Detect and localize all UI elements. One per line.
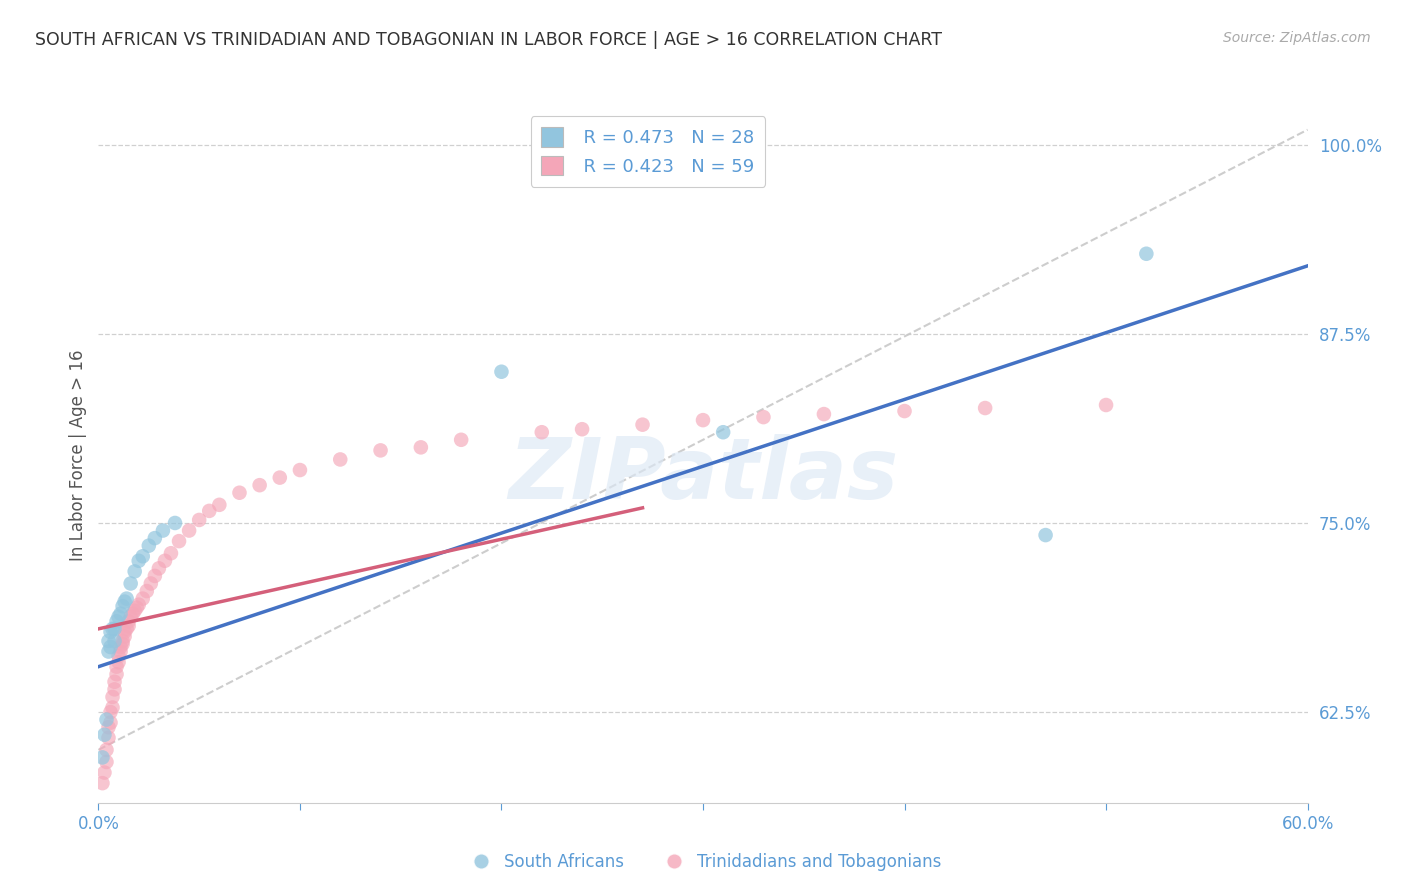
Point	[128, 554, 150, 568]
Point	[91, 776, 114, 790]
Point	[228, 485, 250, 500]
Point	[110, 644, 132, 658]
Point	[530, 425, 553, 440]
Point	[139, 576, 162, 591]
Point	[208, 498, 231, 512]
Y-axis label: In Labor Force | Age > 16: In Labor Force | Age > 16	[69, 349, 87, 561]
Point	[115, 622, 138, 636]
Point	[974, 401, 997, 415]
Point	[148, 561, 170, 575]
Point	[103, 634, 125, 648]
Point	[143, 531, 166, 545]
Point	[97, 731, 120, 745]
Point	[111, 634, 134, 648]
Point	[125, 600, 148, 615]
Point	[115, 591, 138, 606]
Point	[143, 569, 166, 583]
Text: ZIPatlas: ZIPatlas	[508, 434, 898, 517]
Point	[110, 607, 132, 621]
Point	[329, 452, 352, 467]
Point	[138, 539, 160, 553]
Point	[692, 413, 714, 427]
Point	[120, 609, 142, 624]
Point	[631, 417, 654, 432]
Point	[97, 720, 120, 734]
Point	[114, 624, 136, 639]
Point	[752, 410, 775, 425]
Point	[107, 655, 129, 669]
Point	[571, 422, 593, 436]
Point	[111, 599, 134, 614]
Point	[111, 637, 134, 651]
Point	[1035, 528, 1057, 542]
Point	[135, 584, 157, 599]
Legend: South Africans, Trinidadians and Tobagonians: South Africans, Trinidadians and Tobagon…	[457, 847, 949, 878]
Point	[167, 534, 190, 549]
Point	[179, 524, 201, 538]
Point	[103, 682, 125, 697]
Point	[96, 743, 118, 757]
Point	[107, 609, 129, 624]
Point	[121, 607, 143, 621]
Point	[101, 700, 124, 714]
Point	[118, 615, 141, 629]
Point	[269, 470, 291, 484]
Point	[118, 619, 141, 633]
Point	[198, 504, 221, 518]
Point	[813, 407, 835, 421]
Point	[100, 624, 122, 639]
Point	[93, 728, 115, 742]
Point	[97, 644, 120, 658]
Point	[107, 649, 129, 664]
Point	[450, 433, 472, 447]
Point	[249, 478, 271, 492]
Point	[128, 598, 150, 612]
Point	[711, 425, 734, 440]
Point	[120, 576, 142, 591]
Point	[152, 524, 174, 538]
Point	[114, 629, 136, 643]
Point	[100, 715, 122, 730]
Point	[491, 365, 513, 379]
Point	[1135, 246, 1157, 260]
Point	[124, 565, 146, 579]
Point	[114, 594, 136, 608]
Point	[163, 516, 186, 530]
Point	[1095, 398, 1118, 412]
Point	[105, 667, 128, 681]
Point	[96, 755, 118, 769]
Point	[132, 549, 155, 564]
Text: SOUTH AFRICAN VS TRINIDADIAN AND TOBAGONIAN IN LABOR FORCE | AGE > 16 CORRELATIO: SOUTH AFRICAN VS TRINIDADIAN AND TOBAGON…	[35, 31, 942, 49]
Point	[893, 404, 915, 418]
Point	[97, 634, 120, 648]
Point	[101, 690, 124, 704]
Point	[188, 513, 211, 527]
Point	[124, 604, 146, 618]
Point	[105, 659, 128, 673]
Point	[370, 443, 392, 458]
Point	[160, 546, 183, 560]
Point	[103, 622, 125, 636]
Point	[153, 554, 176, 568]
Point	[105, 615, 128, 629]
Point	[409, 441, 432, 455]
Point	[110, 640, 132, 654]
Text: Source: ZipAtlas.com: Source: ZipAtlas.com	[1223, 31, 1371, 45]
Point	[100, 640, 122, 654]
Point	[101, 622, 124, 636]
Point	[93, 765, 115, 780]
Point	[91, 750, 114, 764]
Point	[132, 591, 155, 606]
Point	[96, 713, 118, 727]
Point	[103, 674, 125, 689]
Point	[288, 463, 311, 477]
Point	[100, 705, 122, 719]
